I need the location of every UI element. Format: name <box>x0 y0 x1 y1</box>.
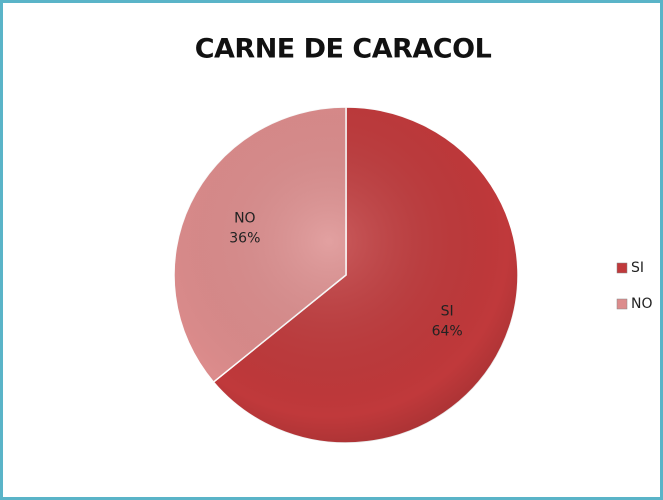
slice-value: 36% <box>229 231 260 247</box>
legend-swatch <box>616 262 628 274</box>
legend-label: SI <box>631 260 644 276</box>
legend-label: NO <box>631 296 653 312</box>
legend-swatch <box>616 298 628 310</box>
slice-value: 64% <box>432 323 463 339</box>
data-labels: SI 64% NO 36% <box>229 211 462 340</box>
pie <box>173 106 519 444</box>
chart-title: CARNE DE CARACOL <box>195 34 492 65</box>
legend: SI NO <box>616 260 653 312</box>
slice-category: NO <box>234 211 256 227</box>
slice-category: SI <box>441 303 454 319</box>
